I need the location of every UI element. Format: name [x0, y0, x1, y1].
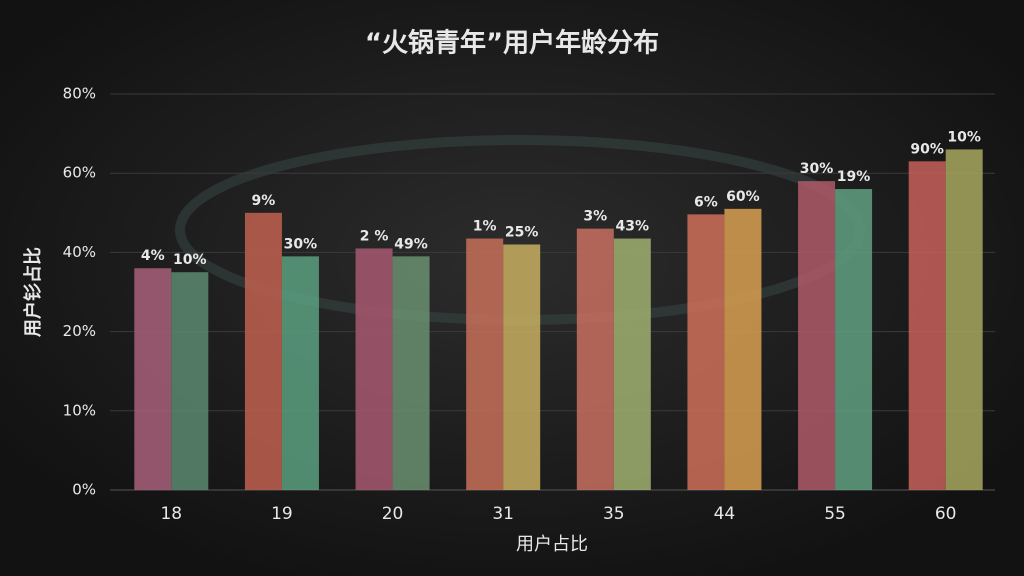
x-tick-label: 60 [935, 504, 957, 524]
bar [244, 212, 282, 491]
bar [281, 256, 319, 490]
bar [503, 244, 541, 490]
x-tick-label: 44 [714, 504, 736, 524]
data-label: 3% [583, 209, 607, 225]
data-label: 9% [252, 193, 276, 209]
x-tick-label: 19 [271, 504, 293, 524]
bar [798, 181, 836, 490]
x-tick-label: 20 [382, 504, 404, 524]
y-axis-label: 用户钐占比 [22, 247, 44, 337]
data-label: 25% [505, 224, 539, 240]
data-label: 60% [726, 189, 760, 205]
bar [835, 189, 873, 491]
data-label: 4% [141, 248, 165, 264]
data-label: 49% [394, 236, 428, 252]
data-label: 19% [837, 169, 871, 185]
data-label: 30% [284, 236, 318, 252]
x-tick-label: 55 [824, 504, 846, 524]
bar [576, 228, 614, 490]
y-tick-label: 20% [63, 322, 96, 340]
bar [171, 272, 209, 490]
data-label: 43% [616, 219, 650, 235]
y-tick-label: 40% [63, 243, 96, 261]
y-tick-label: 80% [63, 85, 96, 103]
bar [687, 214, 725, 490]
data-label: 1% [473, 219, 497, 235]
bar [945, 149, 983, 490]
data-label: 10% [173, 252, 207, 268]
y-tick-label: 0% [72, 481, 96, 499]
bar [908, 161, 946, 490]
chart-title: “火锅青年”用户年龄分布 [365, 28, 659, 59]
data-label: 2 % [360, 228, 389, 244]
bar [355, 248, 393, 490]
bar [466, 238, 504, 490]
y-tick-label: 10% [63, 401, 96, 419]
data-label: 6% [694, 194, 718, 210]
x-tick-label: 35 [603, 504, 625, 524]
x-axis-label: 用户占比 [516, 534, 588, 555]
data-label: 30% [800, 161, 834, 177]
data-label: 10% [947, 129, 981, 145]
data-label: 90% [910, 141, 944, 157]
bar [134, 268, 172, 490]
y-tick-label: 60% [63, 164, 96, 182]
x-tick-label: 18 [160, 504, 182, 524]
bar [392, 256, 430, 490]
bar [724, 208, 762, 490]
bar [613, 238, 651, 490]
x-tick-label: 31 [492, 504, 514, 524]
